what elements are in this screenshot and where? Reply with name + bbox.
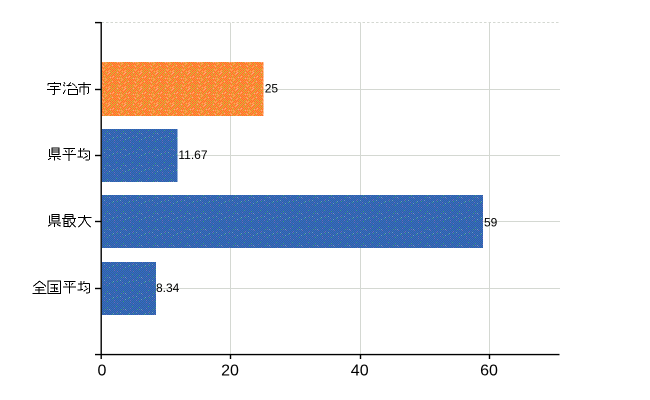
svg-text:11.67: 11.67 [178, 148, 207, 162]
svg-text:8.34: 8.34 [156, 281, 180, 295]
svg-text:59: 59 [484, 215, 498, 229]
svg-text:60: 60 [480, 362, 498, 379]
svg-text:40: 40 [351, 362, 369, 379]
svg-text:0: 0 [98, 362, 107, 379]
svg-text:20: 20 [221, 362, 239, 379]
svg-text:25: 25 [265, 82, 279, 96]
